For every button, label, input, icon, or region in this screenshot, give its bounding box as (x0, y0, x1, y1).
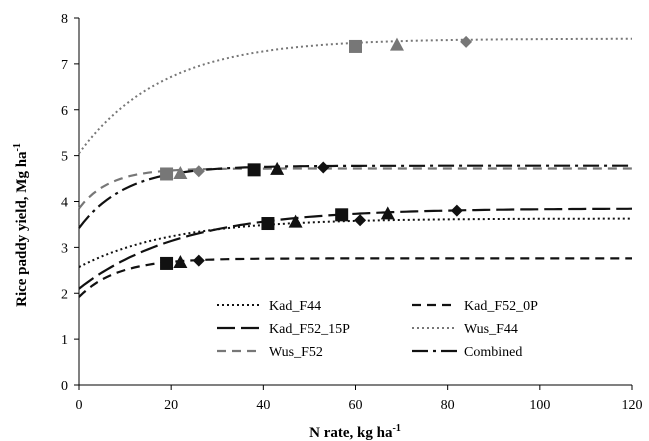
series-line-wus_f52 (78, 167, 632, 210)
y-axis-title-sup: -1 (12, 143, 23, 151)
legend-label: Wus_F52 (269, 345, 323, 360)
marker-diamond (192, 254, 205, 267)
marker-diamond (192, 165, 205, 178)
series-line-wus_f44 (78, 37, 632, 154)
series-line-kad_f52_0p (78, 257, 632, 298)
series-line-kad_f52_15p (78, 207, 633, 290)
x-tick-label: 20 (164, 398, 178, 413)
marker-diamond (354, 214, 367, 227)
marker-square (335, 208, 349, 222)
marker-diamond (460, 35, 473, 48)
legend-label: Kad_F52_0P (464, 299, 538, 314)
x-tick-label: 80 (441, 398, 455, 413)
y-tick-label: 8 (61, 12, 68, 27)
marker-triangle (380, 206, 395, 220)
marker-triangle (389, 37, 404, 51)
x-axis-title-sup: -1 (392, 423, 400, 434)
y-tick-label: 4 (61, 196, 68, 211)
marker-square (160, 167, 174, 181)
x-tick-label: 100 (529, 398, 550, 413)
x-tick-label: 120 (622, 398, 643, 413)
y-tick-label: 7 (61, 58, 68, 73)
marker-square (247, 163, 261, 177)
y-tick-label: 1 (61, 333, 68, 348)
y-tick-label: 5 (61, 150, 68, 165)
x-axis-title: N rate, kg ha-1 (309, 423, 401, 441)
x-tick-label: 40 (256, 398, 270, 413)
y-tick-label: 3 (61, 241, 68, 256)
y-tick-label: 0 (61, 379, 68, 394)
marker-diamond (450, 204, 463, 217)
marker-triangle (173, 255, 188, 269)
legend-label: Wus_F44 (464, 322, 518, 337)
marker-triangle (270, 161, 285, 175)
y-axis-title: Rice paddy yield, Mg ha-1 (12, 143, 30, 307)
y-tick-label: 6 (61, 104, 68, 119)
marker-square (261, 217, 275, 231)
x-tick-label: 0 (76, 398, 83, 413)
legend-label: Combined (464, 345, 522, 360)
x-tick-label: 60 (349, 398, 363, 413)
legend: Kad_F44 Kad_F52_0P Kad_F52_15P Wus_F44 Wus_F… (217, 299, 538, 360)
marker-triangle (288, 214, 303, 228)
legend-label: Kad_F44 (269, 299, 321, 314)
y-tick-label: 2 (61, 287, 68, 302)
legend-label: Kad_F52_15P (269, 322, 350, 337)
marker-triangle (173, 166, 188, 180)
marker-diamond (317, 161, 330, 174)
marker-square (160, 256, 174, 270)
marker-square (349, 39, 362, 53)
markers-layer (160, 35, 473, 270)
